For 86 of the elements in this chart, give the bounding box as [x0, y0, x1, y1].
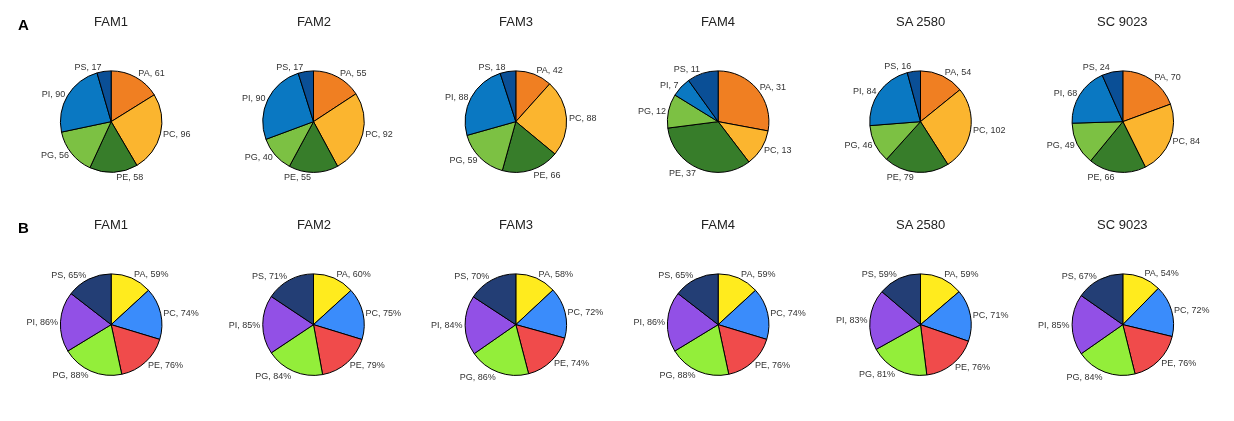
slice-label: PA, 31 — [759, 82, 787, 93]
slice-label: PE, 66 — [533, 169, 561, 180]
slice-label: PG, 88% — [52, 370, 89, 381]
slice-label: PA, 59% — [134, 268, 169, 279]
slice-label: PI, 84 — [853, 85, 877, 96]
slice-label: PC, 71% — [972, 310, 1009, 321]
slice-label: PS, 70% — [454, 271, 490, 282]
slice-label: PI, 85% — [228, 319, 261, 330]
slice-label: PS, 16 — [884, 61, 912, 72]
slice-label: PE, 66 — [1087, 172, 1115, 183]
slice-label: PC, 96 — [162, 129, 191, 140]
slice-label: PI, 85% — [1038, 319, 1070, 330]
chart-title: FAM4 — [701, 14, 735, 29]
slice-label: PA, 54 — [944, 66, 972, 77]
slice-label: PI, 86% — [26, 316, 58, 327]
slice-label: PE, 76% — [1161, 357, 1197, 368]
slice-label: PA, 70 — [1154, 71, 1181, 82]
slice-label: PE, 58 — [116, 172, 144, 183]
chart-title: FAM1 — [94, 14, 128, 29]
slice-label: PG, 81% — [859, 368, 896, 379]
slice-label: PG, 86% — [459, 371, 496, 382]
slice-label: PG, 59 — [449, 155, 478, 166]
slice-label: PA, 59% — [741, 268, 776, 279]
slice-label: PG, 46 — [844, 140, 873, 151]
slice-label: PI, 68 — [1053, 88, 1078, 99]
chart-title: FAM3 — [499, 217, 533, 232]
slice-label: PE, 76% — [954, 362, 990, 373]
chart-title: SC 9023 — [1097, 14, 1148, 29]
slice-label: PS, 17 — [276, 61, 304, 72]
slice-label: PG, 88% — [659, 370, 696, 381]
slice-label: PG, 49 — [1046, 140, 1075, 151]
slice-label: PI, 88 — [445, 91, 469, 102]
slice-label: PC, 74% — [770, 308, 806, 319]
slice-label: PC, 72% — [567, 307, 604, 318]
chart-title: FAM2 — [297, 14, 331, 29]
slice-label: PA, 42 — [536, 64, 563, 75]
slice-label: PS, 59% — [861, 269, 897, 280]
chart-title: SC 9023 — [1097, 217, 1148, 232]
slice-label: PG, 56 — [40, 150, 69, 161]
slice-label: PE, 74% — [553, 358, 589, 369]
slice-label: PS, 65% — [51, 270, 87, 281]
slice-label: PA, 61 — [138, 68, 165, 79]
slice-label: PA, 58% — [538, 268, 573, 279]
slice-label: PG, 40 — [244, 152, 273, 163]
slice-label: PE, 37 — [669, 167, 697, 178]
slice-label: PS, 24 — [1082, 62, 1110, 73]
slice-label: PS, 65% — [658, 270, 694, 281]
text: B — [18, 219, 29, 236]
slice-label: PS, 18 — [478, 61, 506, 72]
slice-label: PE, 76% — [148, 359, 184, 370]
slice-label: PC, 88 — [568, 112, 597, 123]
slice-label: PA, 59% — [944, 269, 979, 280]
slice-label: PE, 55 — [283, 172, 311, 183]
slice-label: PI, 83% — [835, 314, 868, 325]
slice-label: PG, 12 — [638, 105, 667, 116]
slice-label: PI, 86% — [633, 316, 665, 327]
slice-label: PG, 84% — [1066, 371, 1103, 382]
slice-label: PA, 60% — [336, 269, 371, 280]
slice-label: PI, 7 — [660, 79, 679, 90]
slice-label: PS, 17 — [74, 61, 102, 72]
slice-label: PC, 102 — [973, 124, 1006, 135]
chart-title: SA 2580 — [896, 217, 946, 232]
slice-label: PA, 55 — [340, 68, 367, 79]
chart-title: FAM2 — [297, 217, 331, 232]
slice-label: PE, 79 — [886, 172, 914, 183]
slice-label: PI, 90 — [41, 89, 66, 100]
slice-label: PC, 13 — [763, 144, 792, 155]
slice-label: PS, 67% — [1061, 270, 1097, 281]
slice-label: PE, 79% — [349, 360, 385, 371]
slice-label: PA, 54% — [1144, 268, 1179, 279]
slice-label: PS, 11 — [673, 63, 701, 74]
slice-label: PC, 74% — [163, 308, 199, 319]
chart-title: SA 2580 — [896, 14, 946, 29]
slice-label: PS, 71% — [252, 271, 288, 282]
slice-label: PI, 90 — [241, 93, 266, 104]
slice-label: PG, 84% — [255, 370, 292, 381]
chart-title: FAM3 — [499, 14, 533, 29]
slice-label: PE, 76% — [755, 359, 791, 370]
slice-label: PI, 84% — [431, 320, 463, 331]
slice-label: PC, 92 — [365, 129, 393, 140]
slice-label: PC, 84 — [1172, 136, 1201, 147]
text: A — [18, 16, 29, 33]
chart-title: FAM1 — [94, 217, 128, 232]
slice-label: PC, 72% — [1174, 305, 1210, 316]
chart-title: FAM4 — [701, 217, 735, 232]
slice-label: PC, 75% — [365, 308, 402, 319]
